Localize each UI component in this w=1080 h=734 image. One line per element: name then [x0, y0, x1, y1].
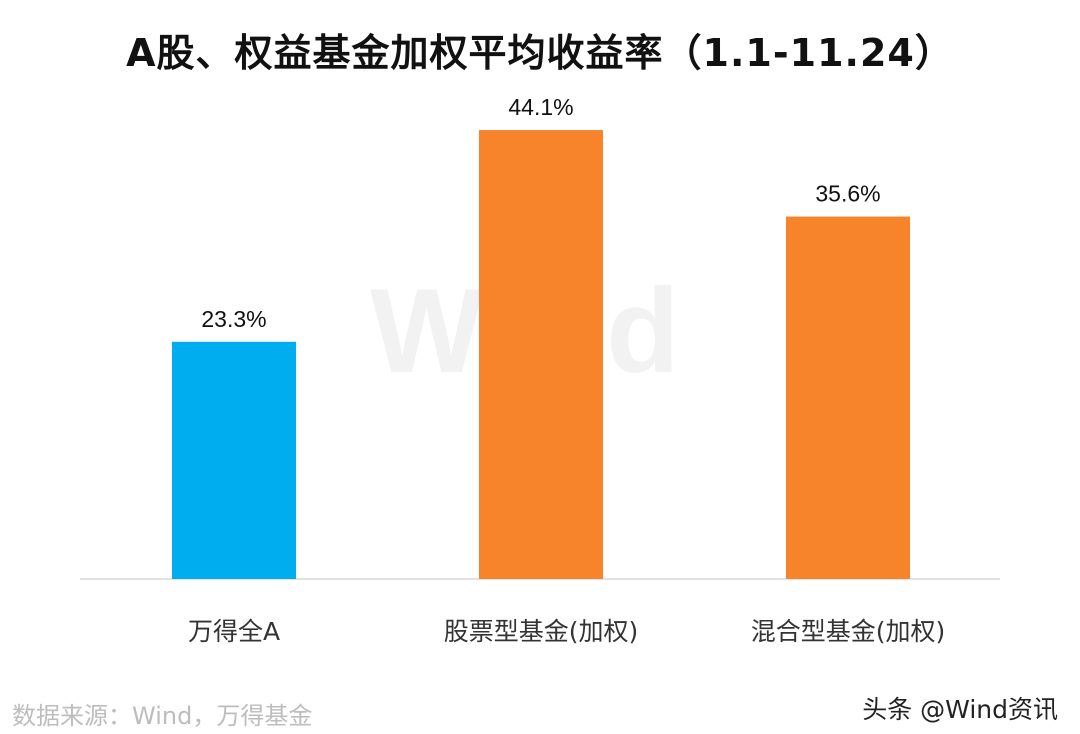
bar-3 — [786, 216, 910, 580]
category-label-2: 股票型基金(加权) — [444, 617, 639, 646]
bar-value-label-1: 23.3% — [201, 306, 266, 332]
category-label-1: 万得全A — [188, 617, 280, 646]
data-source-note: 数据来源：Wind，万得基金 — [12, 702, 313, 730]
bar-2 — [479, 130, 603, 579]
bars-group: 23.3% 万得全A 44.1% 股票型基金(加权) 35.6% 混合型基金(加权) — [172, 94, 945, 646]
bar-1 — [172, 341, 296, 579]
bar-value-label-3: 35.6% — [815, 181, 880, 207]
chart-title: A股、权益基金加权平均收益率（1.1-11.24） — [126, 31, 954, 75]
bar-value-label-2: 44.1% — [508, 94, 573, 120]
publisher-credit: 头条 @Wind资讯 — [862, 695, 1058, 724]
category-label-3: 混合型基金(加权) — [751, 617, 946, 646]
